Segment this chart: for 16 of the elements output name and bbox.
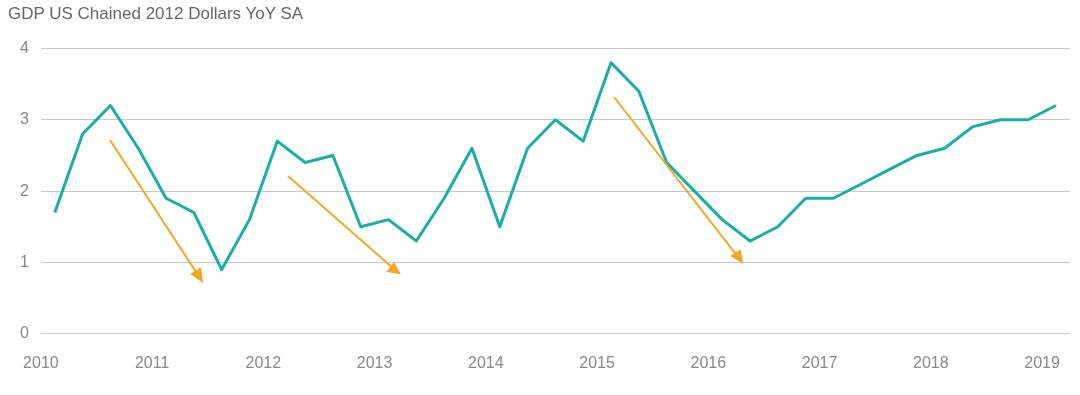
x-tick-label: 2013 [356, 353, 393, 371]
y-tick-label: 4 [19, 38, 29, 56]
x-tick-label: 2019 [1024, 353, 1060, 371]
x-tick-label: 2012 [245, 353, 282, 371]
x-tick-label: 2014 [468, 353, 504, 371]
y-tick-label: 2 [19, 181, 29, 199]
y-tick-label: 0 [19, 324, 29, 342]
x-tick-label: 2018 [913, 353, 949, 371]
x-tick-label: 2016 [690, 353, 727, 371]
x-tick-label: 2017 [801, 353, 838, 371]
x-tick-label: 2010 [23, 353, 59, 371]
chart-title: GDP US Chained 2012 Dollars YoY SA [8, 3, 304, 23]
y-tick-label: 3 [19, 110, 29, 128]
x-tick-label: 2015 [579, 353, 615, 371]
y-tick-label: 1 [19, 252, 29, 270]
x-tick-label: 2011 [134, 353, 170, 371]
